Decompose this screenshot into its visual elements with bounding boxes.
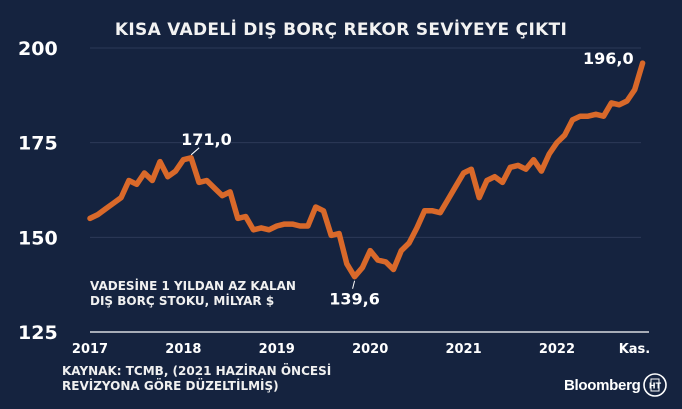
x-tick-label: 2018 bbox=[165, 342, 201, 357]
y-tick-labels: 125 150 175 200 bbox=[18, 38, 58, 344]
y-tick-label: 150 bbox=[18, 227, 58, 249]
svg-text:HT: HT bbox=[649, 382, 662, 391]
series-note-line-1: VADESİNE 1 YILDAN AZ KALAN bbox=[90, 279, 296, 293]
y-tick-label: 125 bbox=[18, 322, 58, 344]
gridlines bbox=[90, 47, 641, 238]
series-line bbox=[87, 60, 646, 280]
chart-title: KISA VADELİ DIŞ BORÇ REKOR SEVİYEYE ÇIKT… bbox=[114, 20, 568, 40]
y-tick-label: 200 bbox=[18, 38, 58, 60]
source-note: KAYNAK: TCMB, (2021 HAZİRAN ÖNCESİ REVİZ… bbox=[62, 364, 331, 394]
annotations: 171,0 139,6 196,0 bbox=[181, 49, 633, 309]
x-tick-label: 2021 bbox=[445, 342, 481, 357]
x-tick-label: 2020 bbox=[352, 342, 388, 357]
series-note-line-2: DIŞ BORÇ STOKU, MİLYAR $ bbox=[90, 294, 275, 308]
x-tick-label: Kas. bbox=[619, 342, 651, 357]
bloomberg-logo: Bloomberg bbox=[564, 377, 641, 394]
x-tick-label: 2019 bbox=[259, 342, 295, 357]
x-tick-label: 2017 bbox=[72, 342, 108, 357]
annotation-label-latest: 196,0 bbox=[583, 49, 634, 68]
annotation-label-trough: 139,6 bbox=[329, 290, 380, 309]
annotation-label-peak: 171,0 bbox=[181, 130, 232, 149]
annotation-leader bbox=[190, 147, 200, 156]
x-tick-label: 2022 bbox=[539, 342, 575, 357]
ht-logo-icon: HT bbox=[643, 373, 667, 397]
source-line-1: KAYNAK: TCMB, (2021 HAZİRAN ÖNCESİ bbox=[62, 364, 332, 378]
x-tick-labels: 2017 2018 2019 2020 2021 2022 Kas. bbox=[72, 342, 650, 357]
source-line-2: REVİZYONA GÖRE DÜZELTİLMİŞ) bbox=[62, 379, 279, 393]
annotation-leader bbox=[352, 280, 356, 289]
y-tick-label: 175 bbox=[18, 133, 58, 155]
series-note: VADESİNE 1 YILDAN AZ KALAN DIŞ BORÇ STOK… bbox=[90, 279, 296, 309]
